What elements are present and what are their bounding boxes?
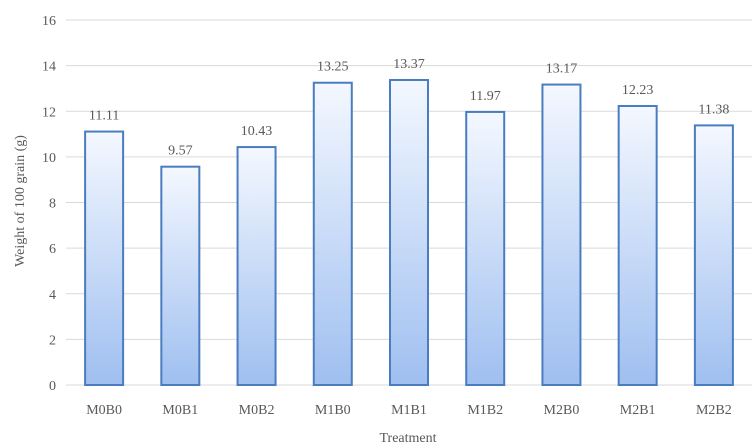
data-label: 11.38 — [698, 102, 729, 117]
y-tick-label: 2 — [49, 333, 56, 348]
data-label: 11.97 — [470, 89, 501, 104]
x-axis-ticks: M0B0 M0B1 M0B2 M1B0 M1B1 M1B2 M2B0 M2B1 M2B2 — [86, 403, 732, 418]
x-tick-label: M0B0 — [86, 403, 122, 418]
y-tick-label: 6 — [49, 242, 56, 257]
bar — [312, 81, 353, 386]
y-tick-label: 10 — [42, 151, 56, 166]
data-label: 13.17 — [546, 62, 578, 77]
y-tick-label: 4 — [49, 288, 56, 303]
x-tick-label: M1B1 — [391, 403, 427, 418]
bar — [617, 105, 658, 387]
bar — [465, 110, 506, 386]
x-tick-label: M1B0 — [315, 403, 351, 418]
x-tick-label: M2B2 — [696, 403, 732, 418]
bar — [84, 130, 125, 386]
bar — [389, 78, 429, 386]
y-tick-label: 14 — [42, 60, 56, 75]
x-tick-label: M0B1 — [162, 403, 198, 418]
data-label: 10.43 — [241, 124, 273, 139]
data-labels: 11.11 9.57 10.43 13.25 13.37 11.97 13.17 12.23 1… — [89, 57, 730, 159]
x-tick-label: M2B0 — [544, 403, 580, 418]
bars — [84, 78, 734, 387]
y-tick-label: 0 — [49, 379, 56, 394]
x-tick-label: M0B2 — [239, 403, 275, 418]
y-axis-ticks: 0 2 4 6 8 10 12 14 16 — [42, 14, 56, 394]
y-tick-label: 12 — [42, 105, 56, 120]
x-axis-title: Treatment — [379, 431, 436, 446]
y-tick-label: 8 — [49, 197, 56, 212]
x-tick-label: M2B1 — [620, 403, 656, 418]
y-tick-label: 16 — [42, 14, 56, 29]
data-label: 9.57 — [168, 144, 193, 159]
y-axis-title: Weight of 100 grain (g) — [13, 135, 28, 267]
data-label: 12.23 — [622, 83, 654, 98]
bar — [160, 165, 201, 386]
x-tick-label: M1B2 — [467, 403, 503, 418]
bar — [541, 83, 582, 386]
data-label: 11.11 — [89, 109, 119, 124]
data-label: 13.25 — [317, 60, 349, 75]
bar — [236, 146, 277, 386]
bar — [693, 124, 734, 387]
data-label: 13.37 — [393, 57, 425, 72]
